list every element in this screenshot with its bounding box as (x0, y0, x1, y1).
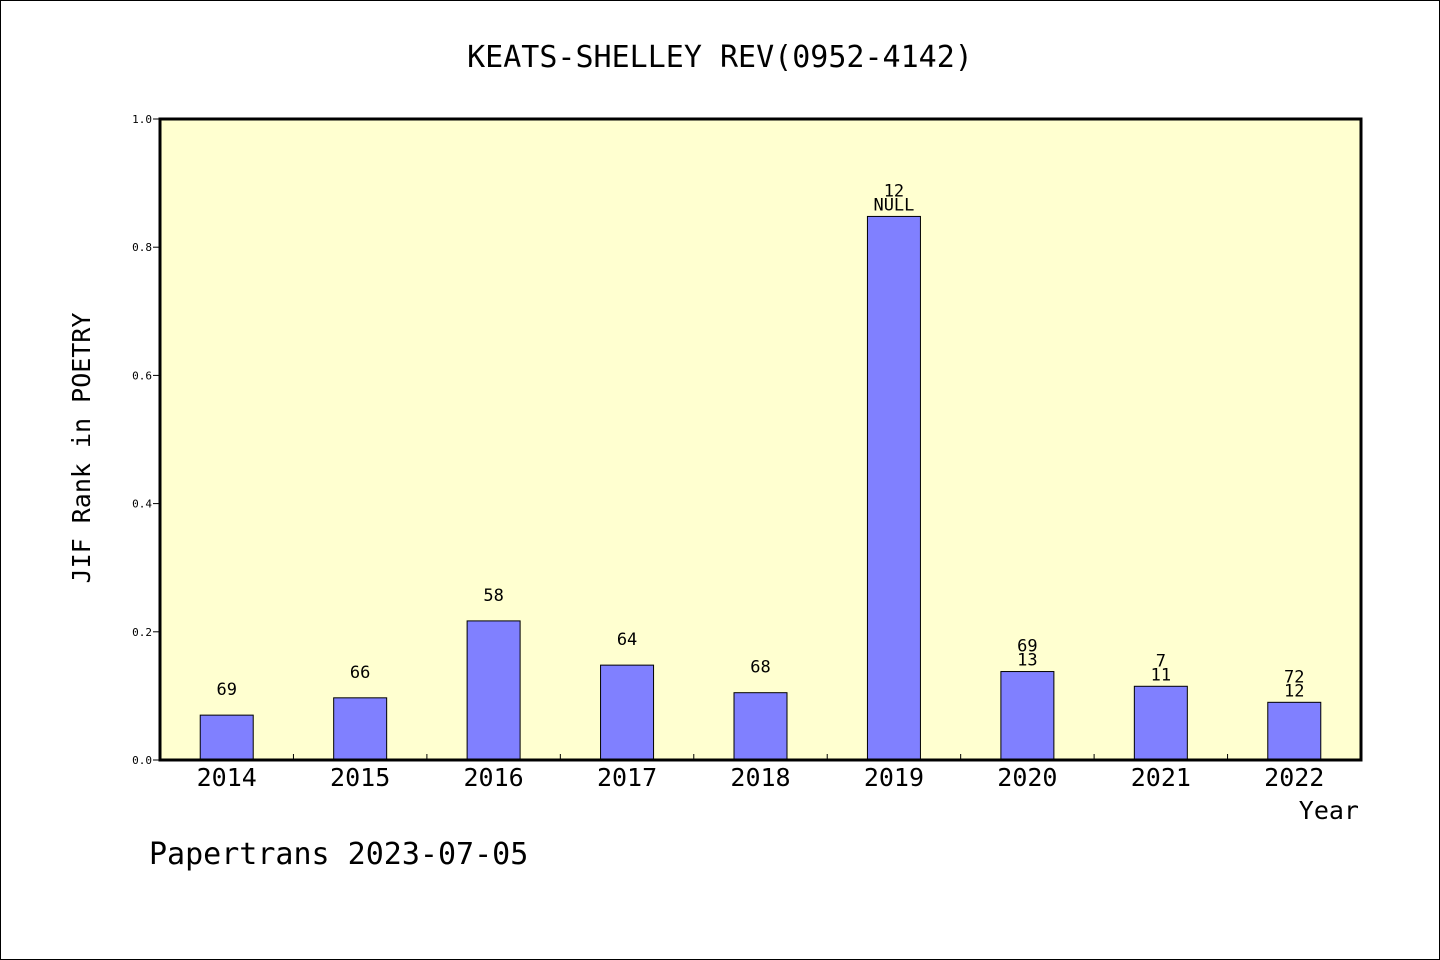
bar-2014 (199, 714, 254, 761)
bar-value-label: 69 (1017, 637, 1037, 657)
x-tick-label: 2015 (330, 763, 390, 792)
bar-2018 (733, 692, 788, 761)
bar-2021 (1133, 685, 1188, 761)
y-tick-label: 0.0 (132, 754, 152, 767)
footer-text: Papertrans 2023-07-05 (149, 837, 528, 872)
x-axis-title: Year (1299, 796, 1359, 825)
x-tick-label: 2018 (730, 763, 790, 792)
y-tick-label: 1.0 (132, 113, 152, 126)
bar-2016 (466, 620, 521, 761)
bar-value-label: 64 (617, 630, 637, 650)
x-tick-label: 2017 (597, 763, 657, 792)
y-axis: 0.0 0.2 0.4 0.6 0.8 1.0 (132, 113, 160, 767)
bar-value-label: 66 (350, 663, 370, 683)
bar-value-label: 7 (1156, 651, 1166, 671)
y-axis-title: JIF Rank in POETRY (67, 313, 96, 584)
bar-2020 (1000, 671, 1055, 761)
x-tick-label: 2019 (864, 763, 924, 792)
bar-value-label: 12 (1284, 681, 1304, 701)
y-tick-label: 0.2 (132, 626, 152, 639)
x-tick-label: 2021 (1131, 763, 1191, 792)
x-tick-label: 2022 (1264, 763, 1324, 792)
bar-2015 (333, 697, 388, 761)
plot-area (160, 119, 1361, 760)
y-tick-label: 0.4 (132, 498, 152, 511)
bar-value-label: 11 (1151, 665, 1171, 685)
y-tick-label: 0.6 (132, 369, 152, 382)
bar-2019 (866, 215, 921, 761)
plot-border (158, 117, 1363, 762)
bar-value-label: 69 (216, 680, 236, 700)
bar-value-label: 13 (1017, 651, 1037, 671)
x-tick-label: 2014 (197, 763, 257, 792)
x-tick-label: 2016 (464, 763, 524, 792)
bar-value-label: 12 (884, 181, 904, 201)
x-axis: 2014 2015 2016 2017 2018 2019 2020 2021 2022 (197, 754, 1324, 792)
bar-value-label: 58 (483, 586, 503, 606)
bar-value-label: 68 (750, 658, 770, 678)
bar-value-label: NULL (873, 195, 914, 215)
bar-2022 (1267, 701, 1322, 761)
y-tick-label: 0.8 (132, 241, 152, 254)
bar-value-label: 72 (1284, 667, 1304, 687)
x-tick-label: 2020 (997, 763, 1057, 792)
chart-title: KEATS-SHELLEY REV(0952-4142) (467, 40, 973, 75)
bar-2017 (600, 664, 655, 761)
bars-group (199, 215, 1322, 761)
